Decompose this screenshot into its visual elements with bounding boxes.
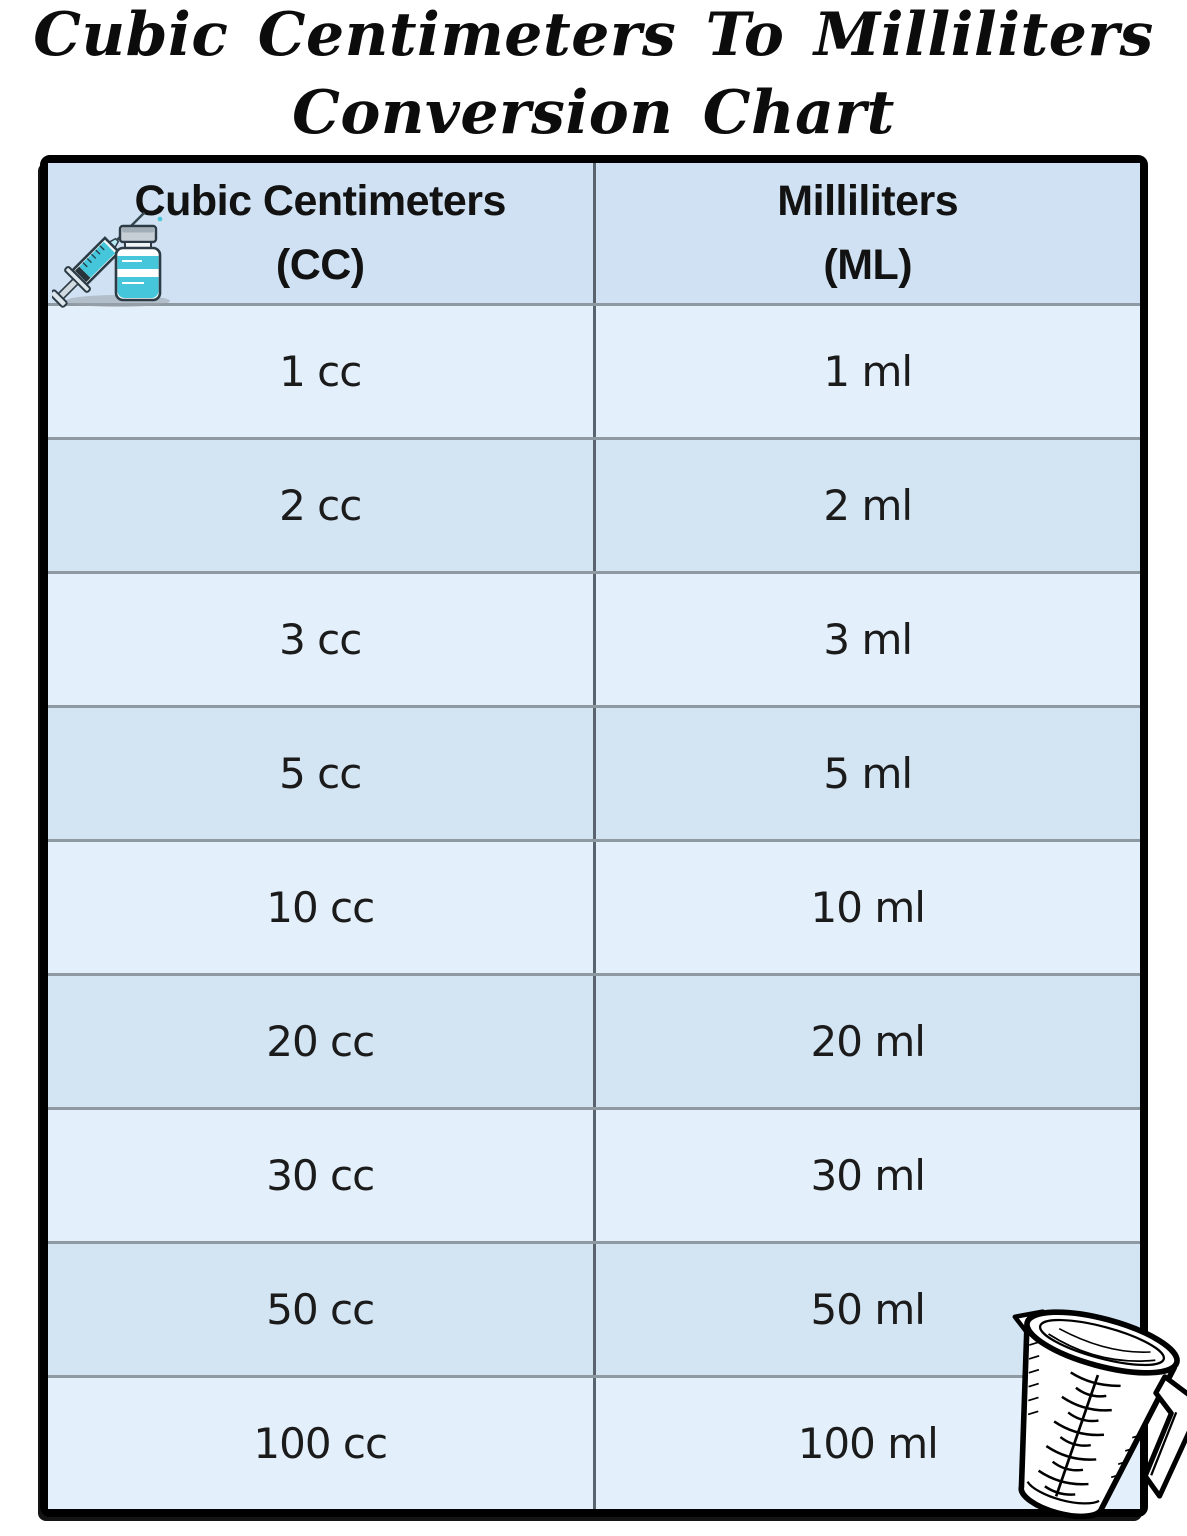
ml-value: 10 ml xyxy=(810,883,926,932)
cc-value: 100 cc xyxy=(253,1419,388,1468)
header-ml-unit: (ML) xyxy=(823,241,913,289)
cc-value-cell: 1 cc xyxy=(48,306,596,437)
table-row: 20 cc 20 ml xyxy=(48,973,1140,1107)
table-row: 2 cc 2 ml xyxy=(48,437,1140,571)
ml-value: 5 ml xyxy=(823,749,913,798)
table-row: 5 cc 5 ml xyxy=(48,705,1140,839)
cc-value-cell: 5 cc xyxy=(48,708,596,839)
ml-value-cell: 50 ml xyxy=(596,1244,1141,1375)
table-row: 3 cc 3 ml xyxy=(48,571,1140,705)
cc-value: 1 cc xyxy=(279,347,362,396)
table-row: 30 cc 30 ml xyxy=(48,1107,1140,1241)
cc-value: 3 cc xyxy=(279,615,362,664)
ml-value: 2 ml xyxy=(823,481,913,530)
ml-value-cell: 100 ml xyxy=(596,1378,1141,1509)
syringe-and-vial-icon xyxy=(49,199,184,309)
table-row: 1 cc 1 ml xyxy=(48,303,1140,437)
measuring-cup-icon xyxy=(975,1303,1187,1533)
page-title-line2: Conversion Chart xyxy=(292,78,895,148)
ml-value: 20 ml xyxy=(810,1017,926,1066)
ml-value-cell: 10 ml xyxy=(596,842,1141,973)
ml-value-cell: 30 ml xyxy=(596,1110,1141,1241)
cc-value: 2 cc xyxy=(279,481,362,530)
cc-value: 10 cc xyxy=(266,883,375,932)
cc-value-cell: 100 cc xyxy=(48,1378,596,1509)
ml-value: 1 ml xyxy=(823,347,913,396)
table-row: 50 cc 50 ml xyxy=(48,1241,1140,1375)
header-cc-unit: (CC) xyxy=(275,241,365,289)
page-title: Cubic Centimeters To Milliliters Convers… xyxy=(0,0,1187,152)
page-title-line1: Cubic Centimeters To Milliliters xyxy=(33,0,1154,70)
table-row: 100 cc 100 ml xyxy=(48,1375,1140,1509)
ml-value-cell: 2 ml xyxy=(596,440,1141,571)
cc-value: 20 cc xyxy=(266,1017,375,1066)
cc-value-cell: 3 cc xyxy=(48,574,596,705)
ml-value-cell: 5 ml xyxy=(596,708,1141,839)
ml-value-cell: 1 ml xyxy=(596,306,1141,437)
cc-value-cell: 2 cc xyxy=(48,440,596,571)
table-row: 10 cc 10 ml xyxy=(48,839,1140,973)
cc-value: 50 cc xyxy=(266,1285,375,1334)
ml-value-cell: 3 ml xyxy=(596,574,1141,705)
cc-value-cell: 50 cc xyxy=(48,1244,596,1375)
cc-value: 5 cc xyxy=(279,749,362,798)
cc-value-cell: 30 cc xyxy=(48,1110,596,1241)
ml-value: 100 ml xyxy=(797,1419,939,1468)
header-ml-label: Milliliters xyxy=(777,177,959,225)
cc-value-cell: 10 cc xyxy=(48,842,596,973)
cc-value: 30 cc xyxy=(266,1151,375,1200)
conversion-table: Cubic Centimeters (CC) Milliliters (ML) … xyxy=(40,155,1148,1517)
ml-value-cell: 20 ml xyxy=(596,976,1141,1107)
ml-value: 50 ml xyxy=(810,1285,926,1334)
header-cell-ml: Milliliters (ML) xyxy=(596,163,1141,303)
header-cc-label: Cubic Centimeters xyxy=(134,177,507,225)
ml-value: 3 ml xyxy=(823,615,913,664)
table-header-row: Cubic Centimeters (CC) Milliliters (ML) xyxy=(48,163,1140,303)
cc-value-cell: 20 cc xyxy=(48,976,596,1107)
header-cell-cc: Cubic Centimeters (CC) xyxy=(48,163,596,303)
ml-value: 30 ml xyxy=(810,1151,926,1200)
